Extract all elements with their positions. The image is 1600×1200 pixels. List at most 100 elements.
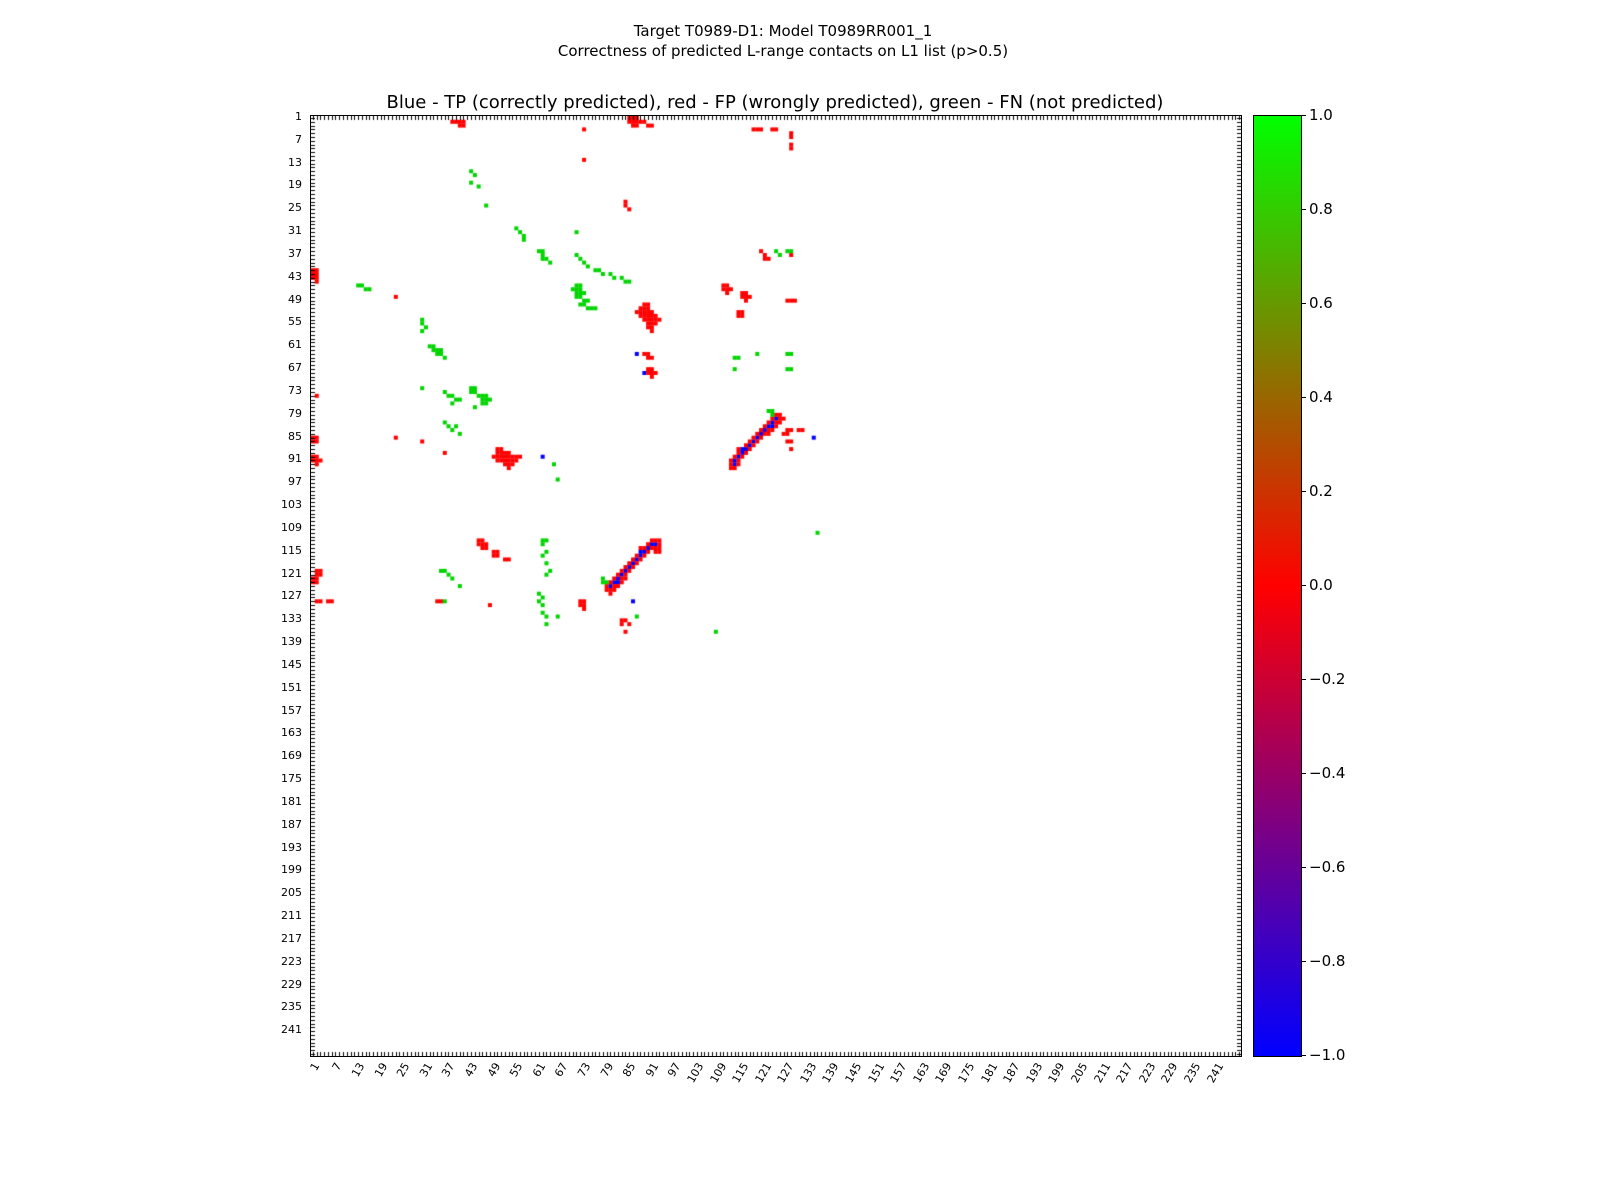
y-tick-label: 151 <box>281 680 302 694</box>
x-tick-label: 157 <box>887 1060 910 1086</box>
colorbar-tick <box>1301 679 1306 680</box>
x-tick-label: 229 <box>1158 1060 1181 1086</box>
figure-title-line1: Target T0989-D1: Model T0989RR001_1 <box>633 22 933 40</box>
x-tick-label: 175 <box>955 1060 978 1086</box>
colorbar-tick <box>1301 867 1306 868</box>
x-tick-label: 193 <box>1023 1060 1046 1086</box>
x-tick-label: 73 <box>575 1060 594 1080</box>
y-tick-label: 55 <box>288 315 302 329</box>
y-tick-label: 157 <box>281 703 302 717</box>
x-tick-label: 91 <box>642 1060 662 1080</box>
y-tick-label: 25 <box>288 201 302 215</box>
y-tick-label: 205 <box>281 886 302 900</box>
colorbar-tick-label: −0.4 <box>1309 764 1346 782</box>
colorbar-tick-label: 0.4 <box>1309 388 1333 406</box>
colorbar-tick <box>1301 209 1306 210</box>
y-tick-label: 163 <box>281 726 302 740</box>
y-tick-label: 85 <box>288 429 302 443</box>
y-tick-label: 127 <box>281 589 302 603</box>
x-tick-label: 67 <box>552 1060 571 1080</box>
x-tick-label: 187 <box>1000 1060 1023 1086</box>
x-tick-label: 199 <box>1046 1060 1068 1086</box>
x-tick-label: 145 <box>842 1060 865 1086</box>
y-tick-label: 1 <box>295 109 302 123</box>
y-tick-label: 61 <box>288 338 302 352</box>
y-tick-label: 235 <box>281 1000 302 1014</box>
y-tick-label: 7 <box>295 132 302 146</box>
y-tick-label: 73 <box>288 383 302 397</box>
x-tick-label: 115 <box>729 1060 752 1086</box>
colorbar-tick <box>1301 491 1306 492</box>
x-tick-label: 139 <box>820 1060 842 1086</box>
y-tick-label: 229 <box>281 977 302 991</box>
x-tick-label: 235 <box>1181 1060 1204 1086</box>
y-tick-label: 193 <box>281 840 302 854</box>
x-tick-label: 181 <box>978 1060 1001 1086</box>
x-tick-label: 97 <box>665 1060 684 1080</box>
colorbar-tick-label: 0.8 <box>1309 200 1333 218</box>
y-tick-label: 139 <box>281 635 302 649</box>
x-tick-label: 217 <box>1113 1060 1136 1086</box>
colorbar-tick <box>1301 397 1306 398</box>
x-tick-label: 43 <box>462 1060 481 1080</box>
y-tick-label: 115 <box>281 543 302 557</box>
x-tick-label: 19 <box>371 1060 391 1080</box>
y-tick-label: 133 <box>281 612 302 626</box>
colorbar-gradient <box>1254 116 1301 1056</box>
y-tick-label: 217 <box>281 931 302 945</box>
x-tick-label: 85 <box>620 1060 639 1080</box>
x-tick-label: 13 <box>349 1060 368 1080</box>
y-tick-label: 67 <box>288 361 302 375</box>
y-tick-label: 43 <box>288 269 302 283</box>
x-tick-label: 7 <box>330 1060 345 1074</box>
plot-area <box>310 115 1242 1057</box>
y-tick-label: 103 <box>281 498 302 512</box>
colorbar-tick-label: −0.2 <box>1309 670 1346 688</box>
axes-title: Blue - TP (correctly predicted), red - F… <box>386 92 1164 113</box>
colorbar-tick <box>1301 585 1306 586</box>
y-tick-label: 211 <box>281 909 302 923</box>
y-tick-label: 97 <box>288 475 302 489</box>
x-tick-label: 241 <box>1204 1060 1226 1086</box>
colorbar-tick <box>1301 115 1306 116</box>
colorbar-tick-label: 1.0 <box>1309 106 1333 124</box>
x-tick-label: 163 <box>910 1060 933 1086</box>
y-tick-label: 31 <box>288 224 302 238</box>
y-tick-label: 19 <box>288 178 302 192</box>
colorbar-tick-label: 0.6 <box>1309 294 1333 312</box>
x-tick-label: 31 <box>416 1060 436 1080</box>
x-tick-label: 109 <box>707 1060 729 1086</box>
x-tick-label: 61 <box>529 1060 549 1080</box>
x-tick-label: 103 <box>684 1060 707 1086</box>
y-tick-label: 145 <box>281 657 302 671</box>
x-tick-label: 169 <box>933 1060 955 1086</box>
y-tick-label: 181 <box>281 794 302 808</box>
colorbar-tick-label: 0.0 <box>1309 576 1333 594</box>
y-tick-label: 223 <box>281 954 302 968</box>
x-tick-label: 55 <box>507 1060 526 1080</box>
y-tick-label: 49 <box>288 292 302 306</box>
y-tick-label: 169 <box>281 749 302 763</box>
x-tick-label: 25 <box>394 1060 413 1080</box>
colorbar-tick <box>1301 303 1306 304</box>
y-tick-label: 175 <box>281 772 302 786</box>
x-tick-label: 1 <box>307 1060 323 1074</box>
x-tick-label: 205 <box>1068 1060 1091 1086</box>
x-tick-label: 49 <box>484 1060 504 1080</box>
x-tick-label: 79 <box>597 1060 616 1080</box>
colorbar-tick <box>1301 773 1306 774</box>
x-tick-label: 133 <box>797 1060 820 1086</box>
x-tick-label: 223 <box>1136 1060 1159 1086</box>
y-tick-label: 91 <box>288 452 302 466</box>
y-tick-label: 109 <box>281 520 302 534</box>
x-tick-label: 151 <box>865 1060 888 1086</box>
x-tick-label: 37 <box>439 1060 458 1080</box>
colorbar-tick-label: −0.6 <box>1309 858 1346 876</box>
colorbar-tick <box>1301 961 1306 962</box>
x-tick-label: 127 <box>774 1060 797 1086</box>
x-tick-label: 121 <box>752 1060 775 1086</box>
y-tick-label: 121 <box>281 566 302 580</box>
y-tick-label: 241 <box>281 1023 302 1037</box>
x-tick-label: 211 <box>1091 1060 1113 1086</box>
